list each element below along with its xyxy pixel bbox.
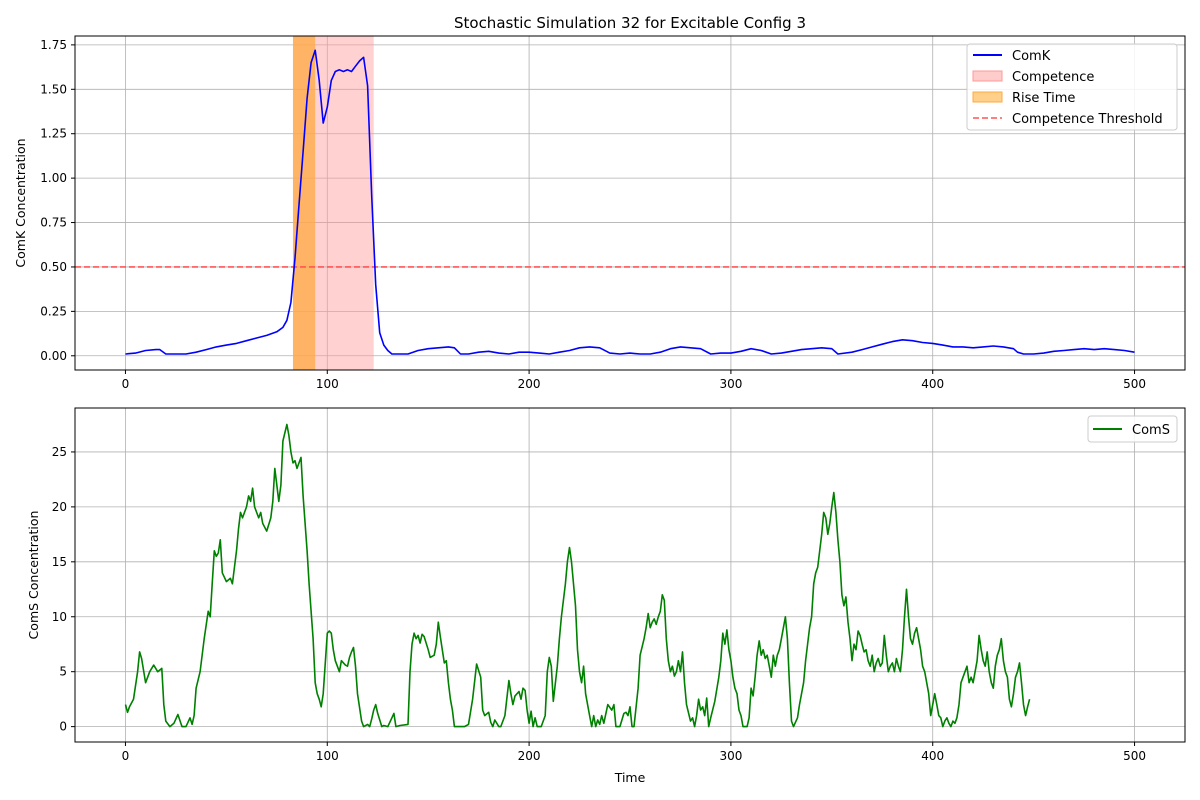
comk-xtick-label: 200 bbox=[518, 377, 541, 391]
coms-xtick-label: 0 bbox=[122, 749, 130, 763]
comk-ylabel: ComK Concentration bbox=[13, 138, 28, 267]
coms-ytick-label: 0 bbox=[59, 720, 67, 734]
comk-ytick-label: 1.75 bbox=[40, 38, 67, 52]
comk-ytick-label: 0.75 bbox=[40, 216, 67, 230]
coms-xtick-label: 200 bbox=[518, 749, 541, 763]
coms-ytick-label: 5 bbox=[59, 665, 67, 679]
coms-xtick-label: 400 bbox=[921, 749, 944, 763]
legend-label-competence: Competence bbox=[1012, 70, 1094, 85]
comk-ytick-label: 1.00 bbox=[40, 171, 67, 185]
comk-legend-box bbox=[966, 43, 1178, 131]
coms-ytick-label: 25 bbox=[52, 445, 67, 459]
comk-ytick-label: 0.50 bbox=[40, 260, 67, 274]
comk-ytick-label: 1.50 bbox=[40, 82, 67, 96]
comk-xtick-label: 400 bbox=[921, 377, 944, 391]
coms-series-line bbox=[124, 423, 1031, 728]
comk-ytick-label: 1.25 bbox=[40, 127, 67, 141]
comk-series-line bbox=[125, 49, 1135, 355]
coms-xtick-label: 500 bbox=[1123, 749, 1146, 763]
comk-plot-border bbox=[74, 35, 1186, 371]
comk-ytick-label: 0.25 bbox=[40, 304, 67, 318]
comk-xtick-label: 0 bbox=[122, 377, 130, 391]
comk-panel: 0 100 200 300 400 500 0.00 0.25 0.50 0.75 1.00 1.25… bbox=[13, 35, 1186, 391]
legend-swatch-rise-time bbox=[972, 91, 1003, 103]
coms-legend: ComS bbox=[1087, 415, 1178, 443]
coms-ylabel: ComS Concentration bbox=[26, 511, 41, 640]
comk-xtick-label: 100 bbox=[316, 377, 339, 391]
coms-plot-border bbox=[74, 407, 1186, 743]
coms-panel: 0 100 200 300 400 500 0 5 10 15 20 25 ComS Concentr… bbox=[26, 407, 1186, 785]
top-chart-title: Stochastic Simulation 32 for Excitable C… bbox=[454, 14, 806, 32]
legend-label-coms: ComS bbox=[1132, 423, 1170, 438]
coms-xtick-label: 300 bbox=[719, 749, 742, 763]
coms-xtick-label: 100 bbox=[316, 749, 339, 763]
coms-ytick-label: 10 bbox=[52, 610, 67, 624]
legend-label-rise-time: Rise Time bbox=[1012, 91, 1075, 106]
coms-legend-box bbox=[1087, 415, 1178, 443]
comk-legend: ComK Competence Rise Time Competence Thr… bbox=[966, 43, 1178, 131]
legend-swatch-competence bbox=[972, 70, 1003, 82]
coms-plot-frame bbox=[75, 408, 1185, 742]
legend-label-comk: ComK bbox=[1012, 49, 1051, 64]
comk-xtick-label: 500 bbox=[1123, 377, 1146, 391]
coms-xlabel: Time bbox=[614, 770, 646, 785]
comk-ytick-label: 0.00 bbox=[40, 349, 67, 363]
coms-ytick-label: 15 bbox=[52, 555, 67, 569]
comk-xtick-label: 300 bbox=[719, 377, 742, 391]
rise-time-band bbox=[292, 36, 316, 370]
legend-label-threshold: Competence Threshold bbox=[1012, 112, 1163, 127]
coms-ytick-label: 20 bbox=[52, 500, 67, 514]
